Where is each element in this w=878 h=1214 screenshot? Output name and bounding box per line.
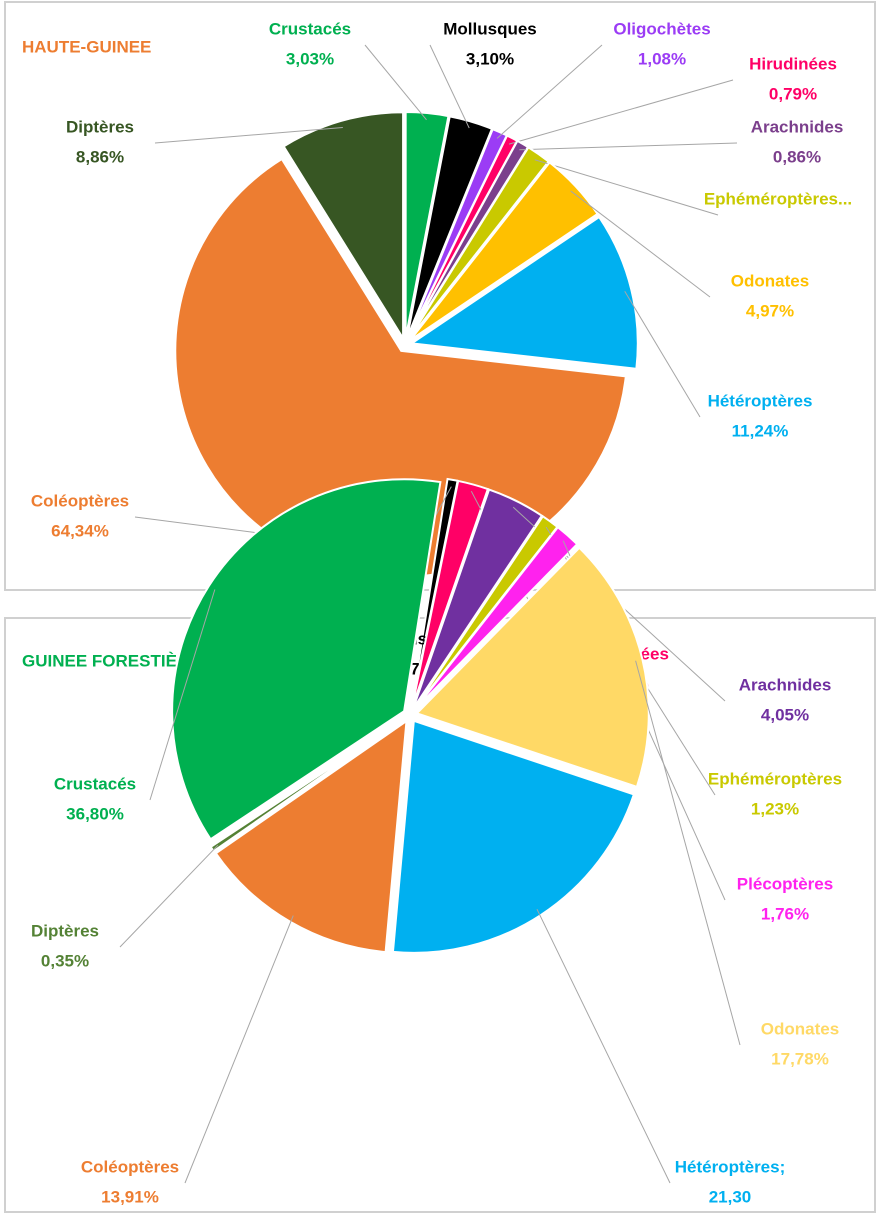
slice-label: Oligochètes bbox=[613, 19, 710, 38]
pie-slice bbox=[282, 111, 405, 342]
pie-slice bbox=[171, 478, 442, 841]
pie-slice bbox=[209, 718, 405, 853]
leader-line bbox=[496, 44, 603, 139]
leader-line bbox=[154, 126, 343, 144]
pie-slice bbox=[413, 525, 579, 711]
pie-slice bbox=[214, 719, 408, 954]
slice-value: 0,79% bbox=[769, 84, 817, 103]
pie-slice bbox=[404, 111, 450, 339]
slice-label: Odonates bbox=[761, 1019, 839, 1038]
slice-value: 21,30 bbox=[709, 1187, 752, 1206]
leader-line bbox=[149, 589, 216, 801]
slice-value: 8,86% bbox=[76, 147, 124, 166]
leader-line bbox=[534, 159, 719, 216]
slice-value: 3,10% bbox=[466, 49, 514, 68]
slice-label: Crustacés bbox=[269, 19, 351, 38]
slice-value: 0,86% bbox=[773, 147, 821, 166]
slice-value: 0,35% bbox=[41, 951, 89, 970]
slice-label: Ephéméroptères... bbox=[704, 189, 852, 208]
pie-slice bbox=[408, 146, 550, 340]
slice-value: 17,78% bbox=[771, 1049, 829, 1068]
slice-value: 1,08% bbox=[638, 49, 686, 68]
leader-line bbox=[429, 44, 470, 129]
slice-value: 1,23% bbox=[751, 799, 799, 818]
slice-label: Hirudinées bbox=[749, 54, 837, 73]
chart-title: HAUTE-GUINEE bbox=[22, 37, 151, 56]
slice-label: Plécoptères bbox=[737, 874, 833, 893]
leader-line bbox=[570, 190, 711, 298]
chart-title: GUINEE FORESTIÈRE bbox=[22, 651, 201, 670]
slice-label: Hétéroptères bbox=[708, 391, 813, 410]
slice-value: 36,80% bbox=[66, 804, 124, 823]
slice-label: Coléoptères bbox=[31, 491, 129, 510]
slice-value: 1,76% bbox=[761, 904, 809, 923]
leader-line bbox=[184, 915, 294, 1184]
slice-label: Ephéméroptères bbox=[708, 769, 842, 788]
slice-value: 64,34% bbox=[51, 521, 109, 540]
leader-line bbox=[624, 290, 701, 418]
leader-line bbox=[519, 142, 738, 151]
slice-label: Hétéroptères; bbox=[675, 1157, 786, 1176]
pie-slice bbox=[410, 479, 490, 709]
slice-label: Diptères bbox=[66, 117, 134, 136]
slice-label: Diptères bbox=[31, 921, 99, 940]
slice-label: Crustacés bbox=[54, 774, 136, 793]
leader-line bbox=[635, 660, 741, 1046]
leader-line bbox=[508, 79, 734, 145]
slice-label: Odonates bbox=[731, 271, 809, 290]
slice-value: 4,97% bbox=[746, 301, 794, 320]
slice-label: Coléoptères bbox=[81, 1157, 179, 1176]
slice-label: Arachnides bbox=[739, 675, 832, 694]
pie-slice bbox=[391, 719, 636, 954]
slice-value: 11,24% bbox=[732, 421, 789, 440]
slice-value: 4,05% bbox=[761, 705, 809, 724]
pie-slice bbox=[414, 546, 650, 789]
slice-label: Mollusques bbox=[443, 19, 537, 38]
pie-slice bbox=[412, 488, 544, 710]
leader-line bbox=[364, 44, 427, 121]
slice-label: Arachnides bbox=[751, 117, 844, 136]
slice-value: 13,91% bbox=[101, 1187, 159, 1206]
slice-value: 3,03% bbox=[286, 49, 334, 68]
pie-slice bbox=[409, 161, 599, 342]
leader-line bbox=[119, 844, 219, 948]
pie-slice bbox=[408, 215, 639, 370]
leader-line bbox=[536, 908, 671, 1184]
